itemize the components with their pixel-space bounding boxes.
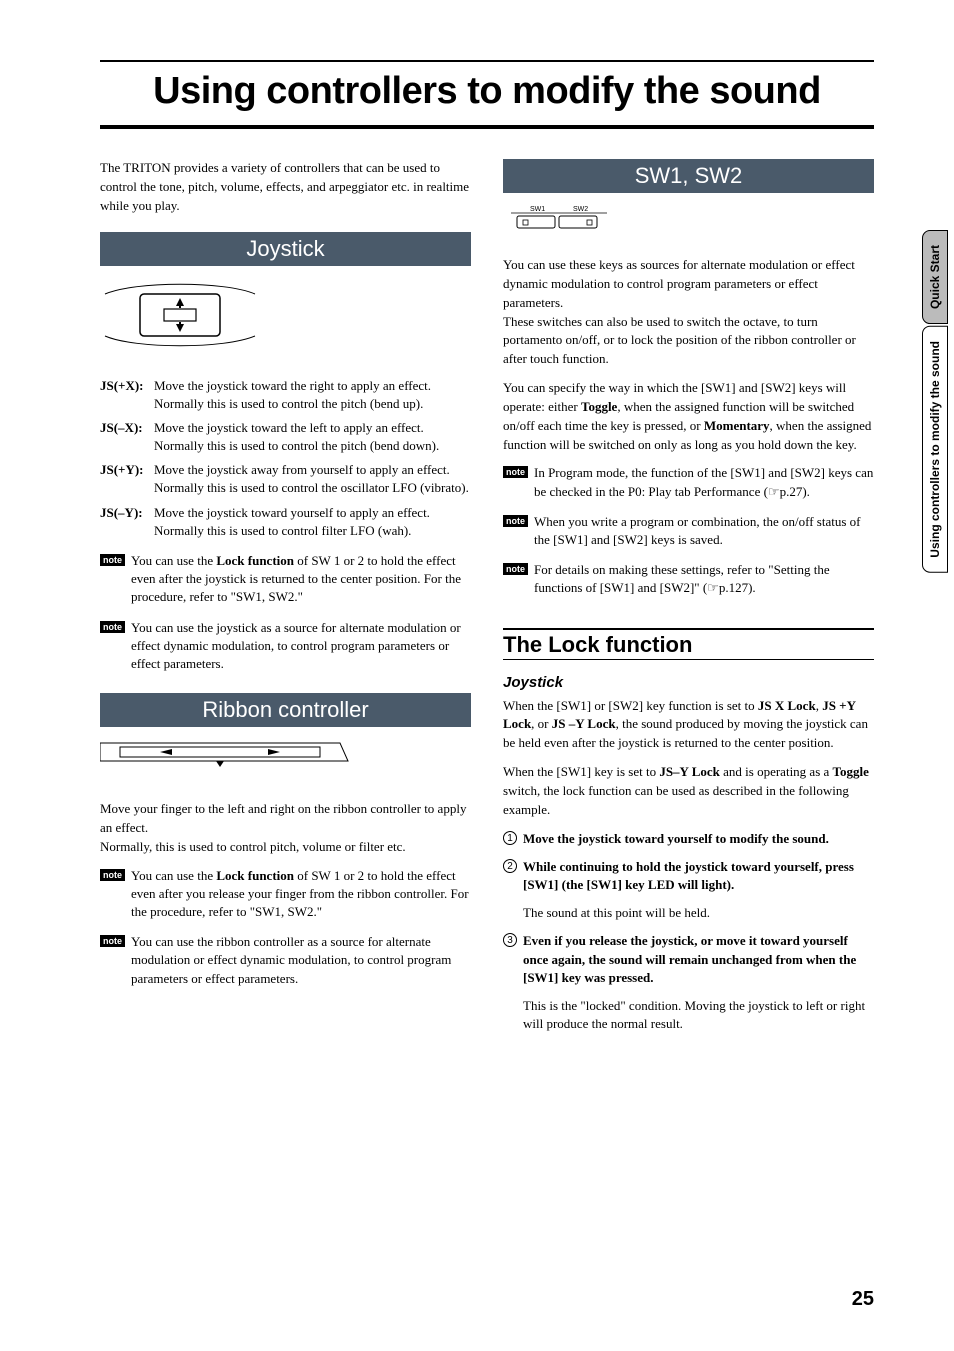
note-icon: note bbox=[503, 515, 528, 527]
ribbon-p2: Normally, this is used to control pitch,… bbox=[100, 838, 471, 857]
joystick-note-2: note You can use the joystick as a sourc… bbox=[100, 619, 471, 674]
def-jsy-plus: JS(+Y): Move the joystick away from your… bbox=[100, 461, 471, 497]
ribbon-heading: Ribbon controller bbox=[100, 693, 471, 727]
ribbon-p1: Move your finger to the left and right o… bbox=[100, 800, 471, 838]
ribbon-illustration bbox=[100, 737, 471, 782]
note-icon: note bbox=[100, 869, 125, 881]
step-number-icon: 3 bbox=[503, 933, 517, 947]
def-jsx-plus: JS(+X): Move the joystick toward the rig… bbox=[100, 377, 471, 413]
note-icon: note bbox=[100, 621, 125, 633]
tab-quick-start[interactable]: Quick Start bbox=[922, 230, 948, 324]
page-number: 25 bbox=[852, 1288, 874, 1311]
lock-step-1: 1 Move the joystick toward yourself to m… bbox=[503, 830, 874, 848]
note-icon: note bbox=[100, 554, 125, 566]
sw-p3: You can specify the way in which the [SW… bbox=[503, 379, 874, 454]
lock-heading: The Lock function bbox=[503, 628, 874, 660]
lock-step-2: 2 While continuing to hold the joystick … bbox=[503, 858, 874, 923]
sw-illustration: SW1 SW2 bbox=[503, 203, 874, 238]
joystick-illustration bbox=[100, 276, 471, 359]
ribbon-note-1: note You can use the Lock function of SW… bbox=[100, 867, 471, 922]
intro-paragraph: The TRITON provides a variety of control… bbox=[100, 159, 471, 216]
lock-p2: When the [SW1] key is set to JS–Y Lock a… bbox=[503, 763, 874, 820]
lock-step-3: 3 Even if you release the joystick, or m… bbox=[503, 932, 874, 1033]
def-jsy-minus: JS(–Y): Move the joystick toward yoursel… bbox=[100, 504, 471, 540]
step-number-icon: 2 bbox=[503, 859, 517, 873]
svg-text:SW2: SW2 bbox=[573, 206, 588, 213]
side-tabs: Quick Start Using controllers to modify … bbox=[922, 230, 954, 575]
joystick-heading: Joystick bbox=[100, 232, 471, 266]
svg-text:SW1: SW1 bbox=[530, 206, 545, 213]
sw-note-3: note For details on making these setting… bbox=[503, 561, 874, 597]
joystick-definitions: JS(+X): Move the joystick toward the rig… bbox=[100, 377, 471, 541]
sw-p2: These switches can also be used to switc… bbox=[503, 313, 874, 370]
step-number-icon: 1 bbox=[503, 831, 517, 845]
page-title: Using controllers to modify the sound bbox=[100, 70, 874, 113]
def-jsx-minus: JS(–X): Move the joystick toward the lef… bbox=[100, 419, 471, 455]
sw-note-2: note When you write a program or combina… bbox=[503, 513, 874, 549]
rule-top bbox=[100, 60, 874, 62]
note-icon: note bbox=[100, 935, 125, 947]
rule-bottom bbox=[100, 125, 874, 129]
note-icon: note bbox=[503, 466, 528, 478]
tab-using-controllers[interactable]: Using controllers to modify the sound bbox=[922, 326, 948, 573]
joystick-note-1: note You can use the Lock function of SW… bbox=[100, 552, 471, 607]
sw-heading: SW1, SW2 bbox=[503, 159, 874, 193]
ribbon-note-2: note You can use the ribbon controller a… bbox=[100, 933, 471, 988]
lock-p1: When the [SW1] or [SW2] key function is … bbox=[503, 697, 874, 754]
sw-p1: You can use these keys as sources for al… bbox=[503, 256, 874, 313]
lock-subheading: Joystick bbox=[503, 674, 874, 691]
note-icon: note bbox=[503, 563, 528, 575]
sw-note-1: note In Program mode, the function of th… bbox=[503, 464, 874, 500]
